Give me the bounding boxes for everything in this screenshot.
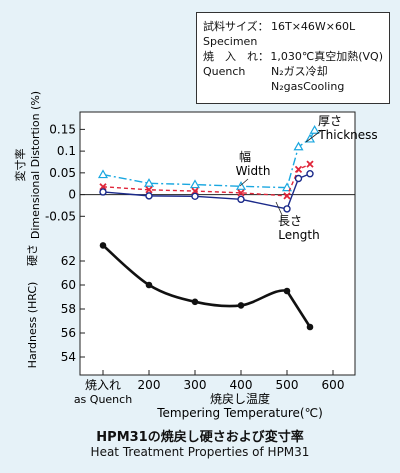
- x-tick-label: 600: [322, 378, 345, 392]
- y-tick-label: 0: [68, 188, 76, 202]
- data-point: [237, 189, 245, 197]
- spec-label: Specimen: [203, 35, 258, 48]
- annotation-leader: [239, 178, 249, 187]
- spec-row: N₂gasCooling: [203, 79, 383, 94]
- y-axis-label-en: Dimensional Distortion (%): [29, 91, 42, 239]
- series-label: Length: [278, 228, 319, 242]
- data-point: [237, 195, 245, 204]
- y-tick-label: 54: [61, 350, 76, 364]
- data-point: [99, 188, 107, 196]
- y-tick-label: 0.05: [49, 166, 76, 180]
- series-label-ja: 厚さ: [318, 114, 342, 128]
- spec-label: Quench: [203, 65, 246, 78]
- data-point: [145, 281, 153, 289]
- series-label-ja: 長さ: [278, 214, 302, 228]
- y-axis-label-en: Hardness (HRC): [26, 282, 39, 369]
- spec-value: N₂gasCooling: [271, 80, 345, 93]
- x-quench-label: as Quench: [74, 393, 132, 406]
- x-axis-label-ja: 焼戻し温度: [210, 391, 270, 406]
- data-point: [235, 181, 247, 190]
- spec-row: 試料サイズ： 16T×46W×60L: [203, 19, 383, 34]
- specimen-info-box: 試料サイズ： 16T×46W×60L Specimen 焼 入 れ： 1,030℃真…: [196, 12, 390, 104]
- x-axis-label-en: Tempering Temperature(℃): [156, 406, 323, 420]
- y-tick-label: 62: [61, 254, 76, 268]
- y-tick-label: 0.1: [57, 144, 76, 158]
- series-line-thickness: [102, 129, 316, 189]
- y-axis-label-ja: 変寸率: [13, 149, 27, 182]
- data-point: [99, 183, 107, 191]
- spec-label: 焼 入 れ：: [203, 50, 269, 63]
- spec-row: Specimen: [203, 34, 383, 49]
- spec-row: 焼 入 れ： 1,030℃真空加熱(VQ): [203, 49, 383, 64]
- spec-value: 1,030℃真空加熱(VQ): [270, 50, 383, 63]
- figure-title-ja: HPM31の焼戻し硬さおよび変寸率: [96, 430, 304, 445]
- data-point: [143, 178, 155, 187]
- data-point: [189, 179, 201, 189]
- x-tick-label: 500: [276, 378, 299, 392]
- data-point: [306, 323, 314, 331]
- spec-row: Quench N₂ガス冷却: [203, 64, 383, 79]
- data-point: [294, 165, 303, 174]
- data-point: [309, 125, 320, 134]
- spec-value: 16T×46W×60L: [271, 20, 356, 33]
- plot-frame: [79, 111, 356, 376]
- spec-label: 試料サイズ：: [203, 20, 269, 33]
- series-label: Width: [236, 164, 271, 178]
- data-point: [293, 141, 304, 151]
- x-tick-label: 300: [184, 378, 207, 392]
- x-tick-label: 焼入れ: [85, 378, 121, 392]
- y-tick-label: 0.15: [49, 122, 76, 136]
- series-label-ja: 幅: [239, 149, 251, 164]
- data-point: [283, 205, 291, 213]
- y-tick-label: -0.05: [45, 209, 76, 223]
- x-tick-label: 400: [230, 378, 253, 392]
- data-point: [306, 170, 314, 178]
- x-tick-label: 200: [138, 378, 161, 392]
- annotation-leader: [305, 129, 323, 143]
- data-point: [99, 242, 107, 249]
- data-point: [283, 192, 291, 200]
- data-point: [145, 186, 153, 194]
- spec-label: [203, 79, 271, 94]
- annotation-leader: [275, 201, 283, 216]
- data-point: [97, 169, 109, 179]
- y-tick-label: 60: [61, 278, 76, 292]
- spec-value: N₂ガス冷却: [271, 65, 328, 78]
- data-point: [306, 160, 314, 168]
- figure-title-en: Heat Treatment Properties of HPM31: [90, 445, 310, 459]
- data-point: [145, 192, 153, 200]
- data-point: [191, 298, 199, 306]
- data-point: [283, 287, 291, 295]
- y-tick-label: 58: [61, 302, 76, 316]
- data-point: [237, 302, 245, 309]
- data-point: [281, 182, 293, 192]
- data-point: [294, 174, 303, 183]
- data-point: [191, 187, 199, 195]
- y-axis-label-ja: 硬さ: [26, 244, 39, 266]
- data-point: [191, 192, 199, 201]
- series-label: Thickness: [317, 128, 377, 142]
- y-tick-label: 56: [61, 326, 76, 340]
